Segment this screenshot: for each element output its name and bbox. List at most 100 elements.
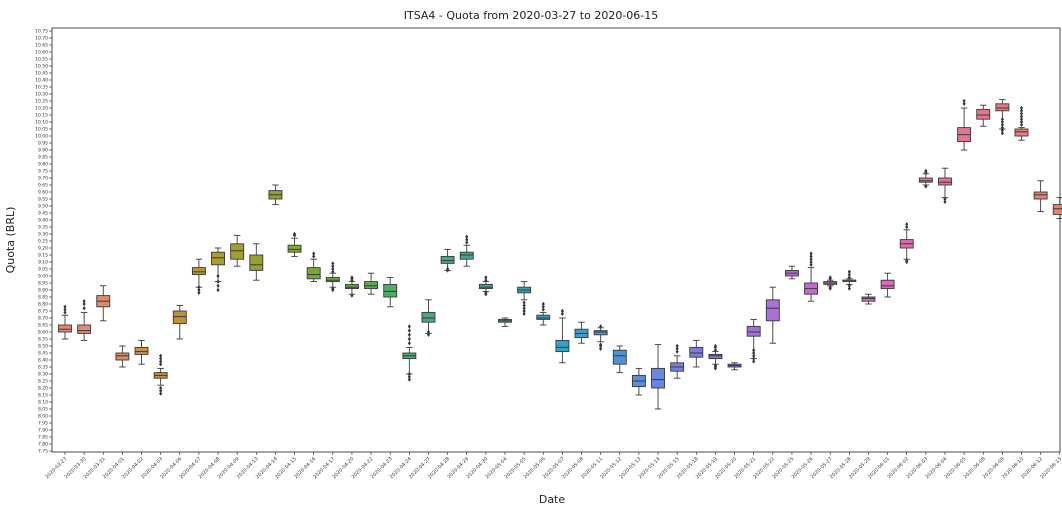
y-tick-label: 9.00 (38, 274, 48, 280)
box-iqr (861, 296, 876, 302)
outlier-point (522, 306, 526, 311)
box-2020-04-08 (211, 247, 225, 293)
box-iqr (345, 283, 359, 290)
box-2020-05-06 (536, 301, 551, 326)
box-iqr (383, 283, 398, 298)
box-2020-05-22 (765, 286, 780, 344)
outlier-point (465, 234, 469, 239)
outlier-point (809, 257, 813, 262)
box-iqr (1014, 128, 1029, 137)
outlier-point (407, 336, 411, 342)
y-tick-label: 10.50 (35, 64, 48, 70)
outlier-point (809, 254, 813, 259)
box-iqr (536, 314, 551, 320)
outlier-point (752, 348, 756, 353)
outlier-point (828, 275, 832, 280)
y-tick-label: 10.15 (35, 113, 48, 119)
y-tick-label: 8.25 (38, 379, 48, 385)
box-2020-05-15 (670, 343, 685, 379)
box-2020-05-05 (517, 281, 532, 316)
x-axis-ticks: 2020-03-272020-03-302020-03-312020-04-01… (44, 452, 1062, 480)
box-iqr (995, 103, 1010, 112)
box-2020-04-16 (306, 251, 321, 283)
y-tick-label: 7.85 (38, 435, 48, 441)
y-axis-label: Quota (BRL) (4, 207, 17, 274)
outlier-point (407, 324, 411, 329)
box-2020-05-13 (631, 367, 646, 396)
box-2020-04-06 (172, 304, 187, 340)
box-2020-05-07 (555, 308, 570, 364)
outlier-point (465, 237, 469, 242)
outlier-point (197, 285, 201, 290)
box-iqr (440, 255, 455, 264)
box-2020-05-21 (746, 318, 761, 364)
outlier-point (426, 329, 431, 335)
box-iqr (211, 251, 225, 266)
y-tick-label: 9.30 (38, 232, 48, 238)
box-2020-06-04 (938, 167, 952, 204)
outlier-point (541, 301, 545, 307)
y-tick-label: 9.45 (38, 211, 48, 217)
outlier-point (560, 308, 564, 314)
outlier-point (847, 272, 851, 277)
outlier-point (522, 303, 526, 308)
y-tick-label: 10.20 (35, 106, 48, 112)
box-2020-04-02 (134, 339, 149, 365)
outlier-point (159, 388, 163, 393)
box-2020-03-27 (58, 304, 72, 340)
y-tick-label: 8.40 (38, 358, 48, 364)
y-tick-label: 10.35 (35, 85, 48, 91)
box-iqr (765, 299, 780, 322)
y-axis-ticks: 7.757.807.857.907.958.008.058.108.158.20… (35, 29, 52, 455)
box-2020-06-10 (1014, 105, 1029, 141)
box-2020-04-03 (153, 353, 168, 396)
box-2020-04-22 (364, 272, 379, 295)
outlier-point (446, 266, 450, 272)
y-tick-label: 8.55 (38, 337, 48, 343)
y-tick-label: 10.05 (35, 127, 48, 133)
outlier-point (63, 304, 67, 309)
box-2020-04-23 (383, 276, 398, 308)
box-iqr (555, 339, 570, 353)
y-tick-label: 9.70 (38, 176, 48, 182)
outlier-point (331, 266, 335, 272)
outlier-point (1000, 128, 1004, 133)
box-2020-05-04 (498, 317, 512, 327)
box-series (58, 98, 1062, 410)
outlier-point (943, 199, 947, 204)
box-iqr (191, 267, 206, 276)
outlier-point (312, 254, 316, 259)
y-tick-label: 8.90 (38, 288, 48, 294)
box-iqr (115, 352, 130, 361)
outlier-point (541, 307, 545, 312)
outlier-point (713, 343, 718, 349)
y-tick-label: 9.75 (38, 169, 48, 175)
outlier-point (159, 391, 163, 396)
y-tick-label: 10.75 (35, 29, 48, 35)
y-tick-label: 8.70 (38, 316, 48, 322)
outlier-point (159, 356, 163, 361)
outlier-point (541, 304, 545, 309)
box-iqr (1052, 204, 1062, 215)
y-tick-label: 9.85 (38, 155, 48, 161)
box-2020-05-28 (842, 269, 857, 291)
box-2020-06-12 (1033, 180, 1048, 213)
outlier-point (599, 342, 603, 347)
outlier-point (197, 290, 201, 295)
outlier-point (752, 356, 756, 361)
outlier-point (1019, 114, 1024, 119)
outlier-point (407, 371, 411, 377)
outlier-point (216, 279, 220, 284)
outlier-point (809, 259, 813, 265)
outlier-point (752, 353, 756, 358)
outlier-point (905, 222, 909, 227)
outlier-point (522, 300, 526, 305)
outlier-point (82, 306, 86, 311)
outlier-point (1000, 122, 1004, 127)
box-iqr (708, 353, 723, 360)
y-tick-label: 8.35 (38, 365, 48, 371)
box-2020-03-31 (96, 285, 111, 322)
outlier-point (350, 293, 354, 298)
outlier-point (407, 377, 411, 382)
box-2020-04-13 (249, 243, 264, 281)
